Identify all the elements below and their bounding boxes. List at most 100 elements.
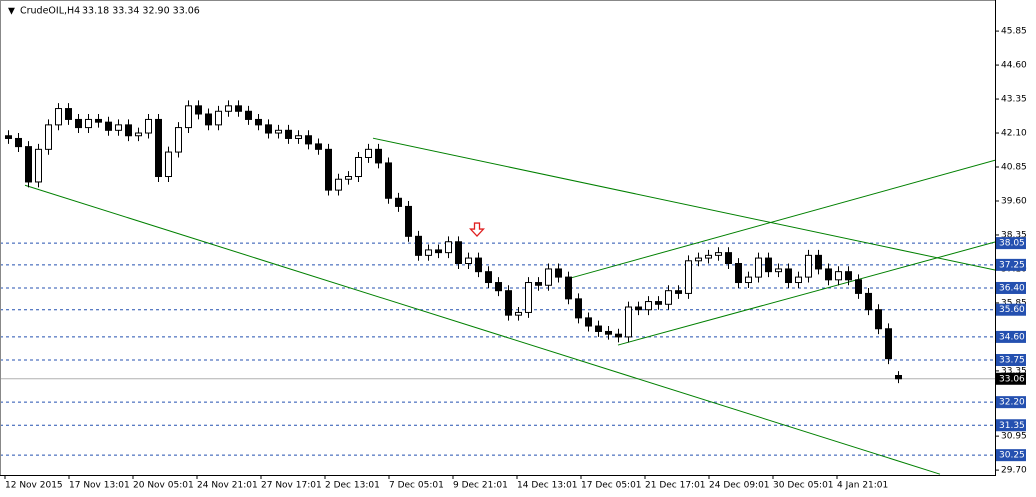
- candle-body: [825, 268, 832, 281]
- candle-body: [295, 135, 302, 139]
- candle-body: [595, 325, 602, 332]
- level-label-bg: [996, 354, 1026, 367]
- level-label: 33.75: [999, 356, 1025, 366]
- x-tick-label: 4 Jan 21:01: [837, 481, 888, 491]
- candle-body: [485, 271, 492, 284]
- x-tick-label: 17 Nov 13:01: [69, 481, 130, 491]
- candle-body: [65, 108, 72, 120]
- axis-layer: 45.8544.6043.3542.1040.8539.6038.3537.10…: [4, 27, 1027, 491]
- level-label-bg: [996, 281, 1026, 294]
- candle-body: [875, 309, 882, 330]
- level-label: 31.35: [999, 421, 1025, 431]
- candle-body: [265, 124, 272, 134]
- candle-body: [25, 146, 32, 183]
- level-label: 34.60: [999, 332, 1025, 342]
- candle-body: [125, 124, 132, 137]
- y-tick-label: 40.85: [1001, 163, 1027, 173]
- candle-body: [105, 121, 112, 131]
- candle-body: [275, 129, 282, 134]
- x-tick-label: 27 Nov 17:01: [261, 481, 322, 491]
- last-price-label: 33.06: [999, 374, 1025, 384]
- candle-body: [535, 282, 542, 286]
- candle-body: [215, 110, 222, 126]
- candle-body: [365, 148, 372, 158]
- candle-body: [415, 235, 422, 256]
- candle-body: [405, 205, 412, 237]
- y-tick-label: 44.60: [1001, 61, 1027, 71]
- candle-body: [445, 241, 452, 254]
- candle-body: [475, 257, 482, 273]
- candle-body: [685, 260, 692, 294]
- candle-body: [335, 178, 342, 191]
- candle-body: [675, 290, 682, 294]
- candle-body: [375, 148, 382, 164]
- y-tick-label: 45.85: [1001, 27, 1027, 37]
- candle-body: [345, 176, 352, 180]
- x-tick-label: 12 Nov 2015: [5, 481, 63, 491]
- candle-body: [575, 298, 582, 319]
- y-tick-label: 42.10: [1001, 129, 1027, 139]
- y-tick-label: 35.85: [1001, 298, 1027, 308]
- x-tick-label: 21 Dec 17:01: [645, 481, 706, 491]
- candle-body: [565, 276, 572, 300]
- candle-body: [495, 282, 502, 292]
- x-tick-label: 24 Nov 21:01: [197, 481, 258, 491]
- level-label-bg: [996, 303, 1026, 316]
- x-tick-label: 2 Dec 13:01: [325, 481, 380, 491]
- candle-body: [645, 301, 652, 311]
- level-label: 32.20: [999, 398, 1025, 408]
- level-label: 38.05: [999, 239, 1025, 249]
- signal-arrow: [469, 222, 485, 238]
- y-tick-label: 33.35: [1001, 366, 1027, 376]
- candle-body: [665, 290, 672, 305]
- candle-body: [615, 333, 622, 338]
- ohlc-info: 33.18 33.34 32.90 33.06: [82, 6, 200, 17]
- candle-body: [35, 148, 42, 183]
- candle-body: [395, 197, 402, 207]
- candle-body: [355, 156, 362, 178]
- candle-body: [635, 306, 642, 311]
- candle-body: [695, 257, 702, 262]
- candle-body: [225, 105, 232, 112]
- candle-body: [255, 118, 262, 126]
- candle-body: [505, 290, 512, 316]
- y-tick-label: 38.35: [1001, 230, 1027, 240]
- candle-body: [545, 268, 552, 286]
- candle-body: [15, 137, 22, 148]
- candle-body: [585, 317, 592, 327]
- symbol: CrudeOIL,H4: [20, 6, 80, 17]
- candle-body: [185, 105, 192, 129]
- candle-body: [525, 282, 532, 313]
- candle-body: [845, 271, 852, 281]
- plot: [1, 100, 995, 475]
- candle-body: [855, 279, 862, 294]
- candle-body: [885, 328, 892, 360]
- candle-body: [515, 311, 522, 316]
- level-label: 37.25: [999, 260, 1025, 270]
- y-tick-label: 43.35: [1001, 95, 1027, 105]
- candle-body: [455, 241, 462, 265]
- candle-body: [115, 124, 122, 131]
- candle-body: [765, 257, 772, 273]
- candle-body: [555, 268, 562, 278]
- y-tick-label: 29.70: [1001, 466, 1027, 476]
- level-label: 35.60: [999, 305, 1025, 315]
- candle-body: [745, 276, 752, 284]
- candle-body: [205, 113, 212, 126]
- x-tick-label: 20 Nov 05:01: [133, 481, 194, 491]
- trendline: [617, 241, 995, 346]
- candle-body: [5, 135, 12, 139]
- candle-body: [735, 263, 742, 284]
- level-label-bg: [996, 258, 1026, 271]
- candle-body: [805, 254, 812, 278]
- candle-body: [155, 118, 162, 178]
- dropdown-icon: ▼: [8, 7, 15, 17]
- candle-body: [175, 127, 182, 153]
- level-label-bg: [996, 330, 1026, 343]
- candle-body: [385, 162, 392, 199]
- candle-body: [325, 148, 332, 191]
- candle-body: [285, 129, 292, 139]
- candle-body: [865, 292, 872, 311]
- y-tick-label: 39.60: [1001, 196, 1027, 206]
- candle-body: [45, 124, 52, 150]
